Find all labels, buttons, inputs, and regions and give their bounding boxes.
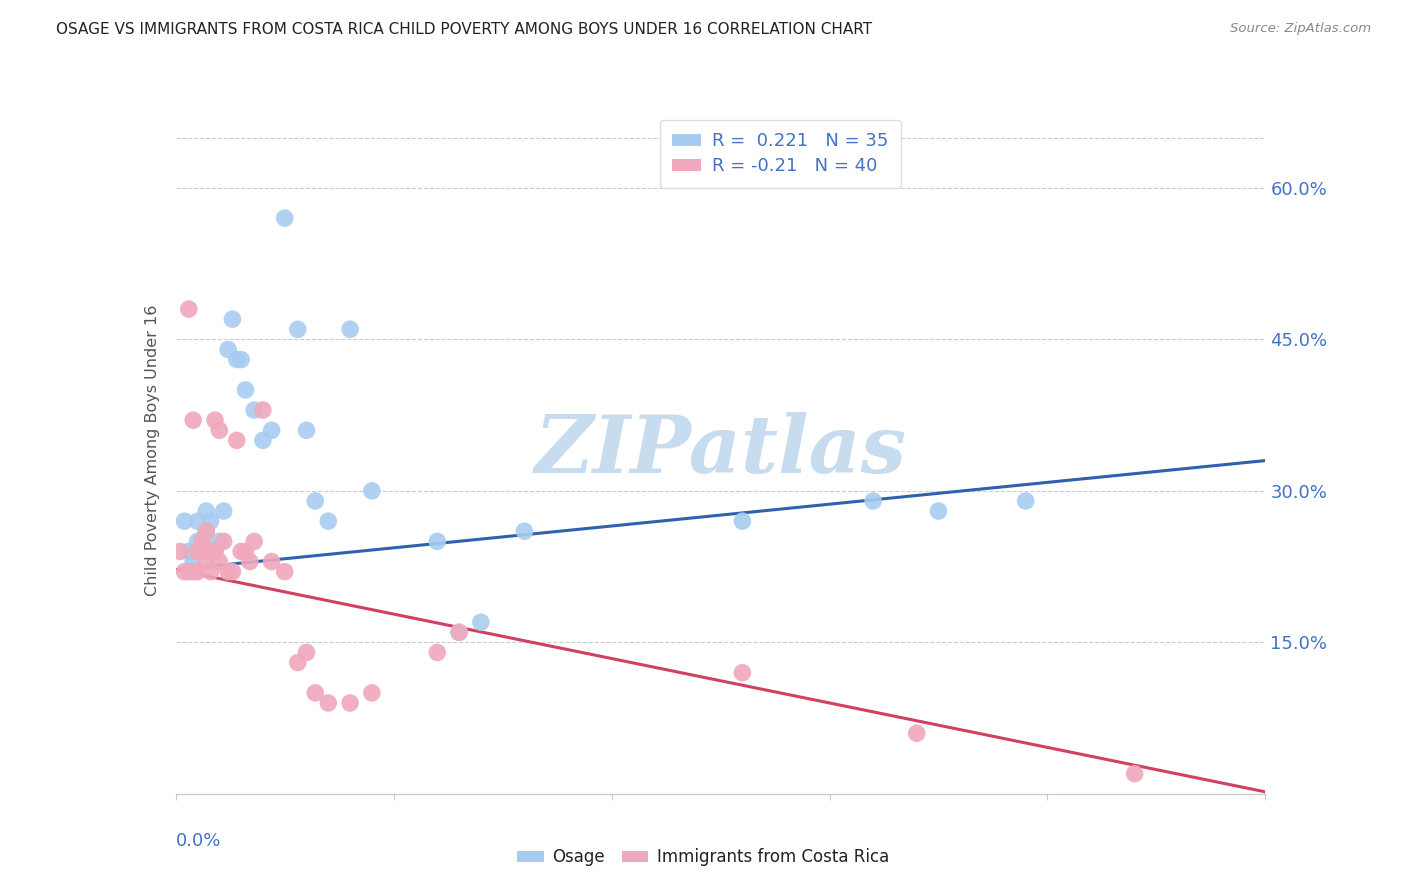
Point <box>177 301 200 316</box>
Point <box>181 565 204 579</box>
Point <box>426 534 449 549</box>
Point <box>200 544 222 558</box>
Point <box>195 524 218 539</box>
Point <box>221 312 243 326</box>
Point <box>208 423 231 437</box>
Point <box>204 544 226 558</box>
Point <box>195 524 218 539</box>
Point <box>360 686 382 700</box>
Point <box>274 211 297 226</box>
Point <box>360 483 382 498</box>
Point <box>191 544 214 558</box>
Point <box>200 514 222 528</box>
Point <box>181 555 204 569</box>
Point <box>231 352 253 367</box>
Point <box>260 423 283 437</box>
Point <box>274 565 297 579</box>
Point <box>208 555 231 569</box>
Point <box>225 352 247 367</box>
Point <box>318 514 340 528</box>
Point <box>169 544 191 558</box>
Y-axis label: Child Poverty Among Boys Under 16: Child Poverty Among Boys Under 16 <box>145 305 160 596</box>
Point <box>731 514 754 528</box>
Point <box>195 555 218 569</box>
Point <box>217 343 239 357</box>
Point <box>295 423 318 437</box>
Point <box>239 555 262 569</box>
Point <box>513 524 536 539</box>
Point <box>447 625 470 640</box>
Point <box>304 494 326 508</box>
Point <box>304 686 326 700</box>
Point <box>191 534 214 549</box>
Point <box>186 565 209 579</box>
Point <box>191 534 214 549</box>
Point <box>217 565 239 579</box>
Point <box>905 726 928 740</box>
Text: 0.0%: 0.0% <box>176 831 221 850</box>
Text: OSAGE VS IMMIGRANTS FROM COSTA RICA CHILD POVERTY AMONG BOYS UNDER 16 CORRELATIO: OSAGE VS IMMIGRANTS FROM COSTA RICA CHIL… <box>56 22 872 37</box>
Point <box>235 544 257 558</box>
Point <box>231 544 253 558</box>
Point <box>287 656 309 670</box>
Point <box>200 565 222 579</box>
Point <box>1015 494 1038 508</box>
Point <box>928 504 950 518</box>
Point <box>204 544 226 558</box>
Point <box>295 645 318 659</box>
Point <box>1123 766 1146 780</box>
Point <box>287 322 309 336</box>
Point <box>243 534 266 549</box>
Point <box>204 413 226 427</box>
Point <box>212 534 235 549</box>
Point <box>426 645 449 659</box>
Point <box>173 565 195 579</box>
Point <box>252 434 274 448</box>
Point <box>212 504 235 518</box>
Point <box>195 504 218 518</box>
Point <box>447 625 470 640</box>
Point <box>173 514 195 528</box>
Point <box>339 696 361 710</box>
Point <box>186 514 209 528</box>
Point <box>862 494 884 508</box>
Point <box>339 322 361 336</box>
Legend: Osage, Immigrants from Costa Rica: Osage, Immigrants from Costa Rica <box>510 842 896 873</box>
Point <box>243 403 266 417</box>
Point <box>186 534 209 549</box>
Point <box>208 534 231 549</box>
Point <box>731 665 754 680</box>
Point <box>186 544 209 558</box>
Point <box>221 565 243 579</box>
Point <box>177 544 200 558</box>
Point <box>470 615 492 630</box>
Point <box>225 434 247 448</box>
Text: ZIPatlas: ZIPatlas <box>534 412 907 489</box>
Point <box>252 403 274 417</box>
Point <box>318 696 340 710</box>
Point <box>181 413 204 427</box>
Point <box>177 565 200 579</box>
Legend: R =  0.221   N = 35, R = -0.21   N = 40: R = 0.221 N = 35, R = -0.21 N = 40 <box>659 120 901 188</box>
Point <box>260 555 283 569</box>
Point <box>235 383 257 397</box>
Text: Source: ZipAtlas.com: Source: ZipAtlas.com <box>1230 22 1371 36</box>
